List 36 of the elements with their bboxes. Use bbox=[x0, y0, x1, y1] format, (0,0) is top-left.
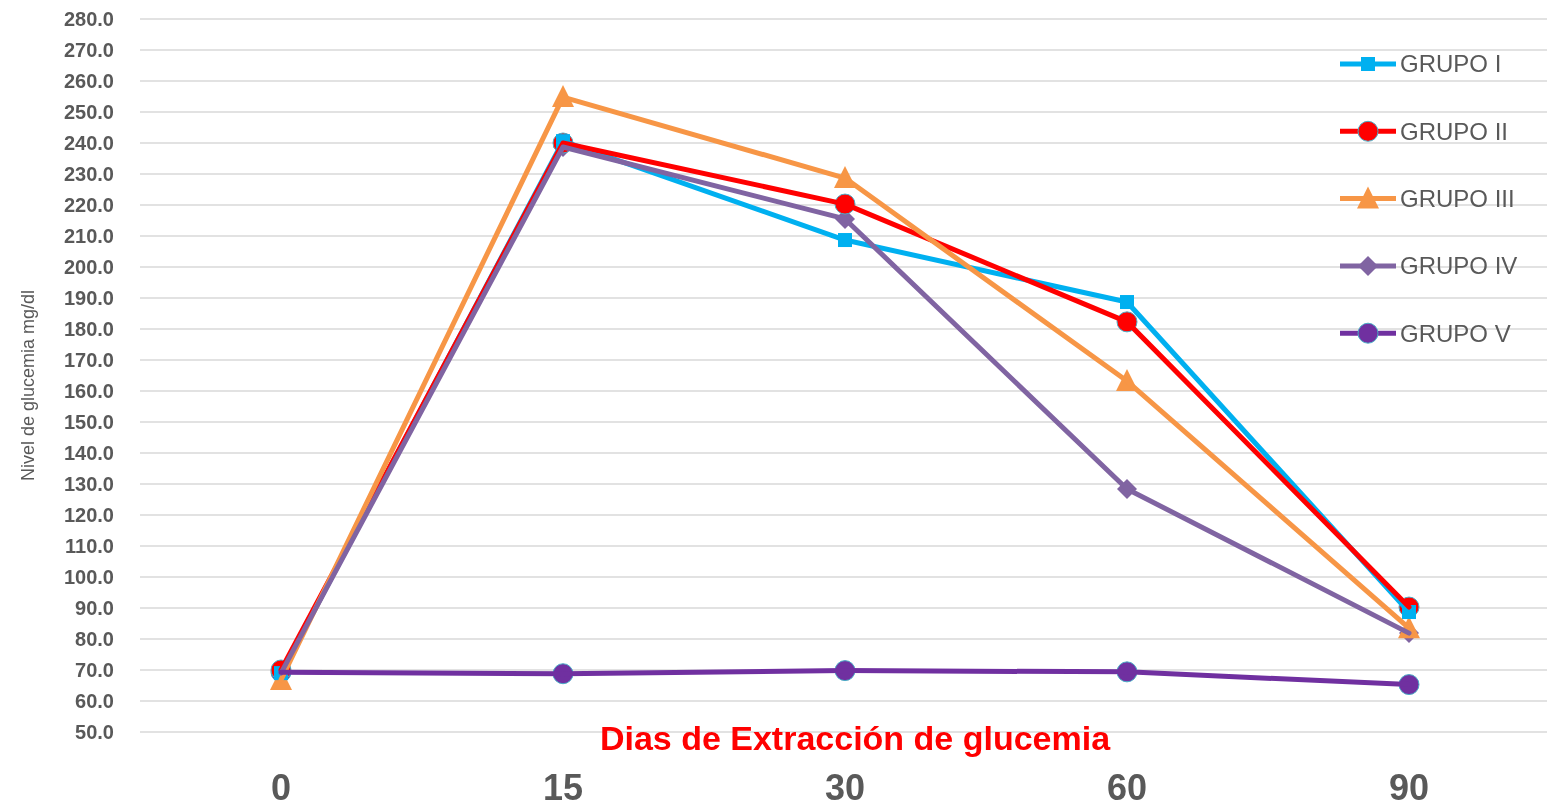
y-tick-label: 270.0 bbox=[63, 39, 114, 61]
y-tick-label: 230.0 bbox=[63, 163, 114, 185]
y-tick-label: 50.0 bbox=[75, 721, 114, 743]
x-tick-label: 90 bbox=[1388, 767, 1430, 806]
y-tick-label: 100.0 bbox=[63, 566, 114, 588]
y-tick-label: 190.0 bbox=[63, 287, 114, 309]
y-tick-label: 170.0 bbox=[63, 349, 114, 371]
legend-label: GRUPO II bbox=[1400, 117, 1509, 145]
y-tick-label: 180.0 bbox=[63, 318, 114, 340]
y-tick-label: 80.0 bbox=[75, 628, 114, 650]
y-tick-label: 220.0 bbox=[63, 194, 114, 216]
y-tick-label: 140.0 bbox=[63, 442, 114, 464]
y-tick-label: 120.0 bbox=[63, 504, 114, 526]
y-tick-label: 250.0 bbox=[63, 101, 114, 123]
legend-label: GRUPO V bbox=[1400, 319, 1511, 347]
x-tick-label: 15 bbox=[542, 767, 584, 806]
y-tick-label: 150.0 bbox=[63, 411, 114, 433]
x-tick-label: 30 bbox=[824, 767, 866, 806]
legend-label: GRUPO III bbox=[1400, 185, 1515, 212]
legend-label: GRUPO I bbox=[1400, 50, 1502, 78]
y-tick-label: 240.0 bbox=[63, 132, 114, 154]
y-tick-label: 200.0 bbox=[63, 256, 114, 278]
y-tick-label: 210.0 bbox=[63, 225, 114, 247]
x-tick-label: 60 bbox=[1106, 767, 1148, 806]
y-tick-label: 130.0 bbox=[63, 473, 114, 495]
y-tick-label: 70.0 bbox=[75, 659, 114, 681]
y-tick-label: 90.0 bbox=[75, 597, 114, 619]
x-axis-title: Dias de Extracción de glucemia bbox=[599, 719, 1112, 757]
y-tick-label: 260.0 bbox=[63, 70, 114, 92]
y-tick-label: 60.0 bbox=[75, 690, 114, 712]
legend-label: GRUPO IV bbox=[1400, 252, 1518, 280]
y-axis-title: Nivel de glucemia mg/dl bbox=[18, 289, 38, 482]
x-tick-label: 0 bbox=[270, 767, 292, 806]
y-tick-label: 280.0 bbox=[63, 8, 114, 30]
y-tick-label: 110.0 bbox=[65, 535, 114, 557]
y-tick-label: 160.0 bbox=[63, 380, 114, 402]
